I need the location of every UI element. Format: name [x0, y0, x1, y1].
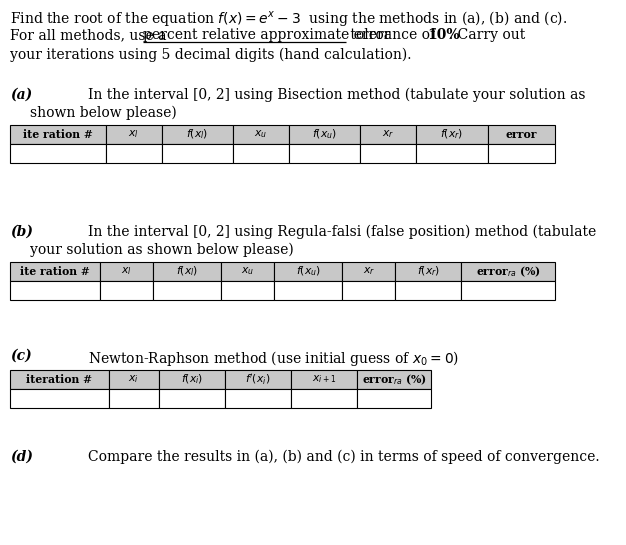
- Bar: [225, 370, 291, 389]
- Bar: [461, 281, 555, 300]
- Text: $f(x_u)$: $f(x_u)$: [295, 265, 321, 278]
- Bar: [221, 262, 274, 281]
- Text: $f(x_r)$: $f(x_r)$: [440, 128, 463, 141]
- Text: $x_r$: $x_r$: [362, 265, 375, 277]
- Text: $f(x_l)$: $f(x_l)$: [176, 265, 198, 278]
- Bar: [221, 281, 274, 300]
- Text: iteration #: iteration #: [26, 374, 93, 385]
- Bar: [109, 370, 158, 389]
- Bar: [100, 262, 153, 281]
- Bar: [488, 125, 555, 144]
- Bar: [289, 144, 361, 163]
- Bar: [461, 262, 555, 281]
- Text: Compare the results in (a), (b) and (c) in terms of speed of convergence.: Compare the results in (a), (b) and (c) …: [88, 450, 600, 464]
- Text: shown below please): shown below please): [30, 106, 177, 120]
- Text: $f(x_u)$: $f(x_u)$: [312, 128, 337, 141]
- Bar: [158, 370, 225, 389]
- Bar: [162, 125, 233, 144]
- Bar: [106, 125, 162, 144]
- Text: your solution as shown below please): your solution as shown below please): [30, 243, 294, 257]
- Bar: [10, 125, 106, 144]
- Bar: [488, 144, 555, 163]
- Bar: [162, 144, 233, 163]
- Bar: [153, 281, 221, 300]
- Text: your iterations using 5 decimal digits (hand calculation).: your iterations using 5 decimal digits (…: [10, 48, 411, 62]
- Bar: [291, 370, 357, 389]
- Bar: [10, 262, 100, 281]
- Text: ite ration #: ite ration #: [23, 129, 93, 140]
- Bar: [274, 262, 342, 281]
- Bar: [396, 262, 461, 281]
- Text: $x_u$: $x_u$: [254, 129, 267, 141]
- Bar: [289, 125, 361, 144]
- Text: ite ration #: ite ration #: [20, 266, 90, 277]
- Text: $x_l$: $x_l$: [121, 265, 131, 277]
- Bar: [361, 144, 416, 163]
- Bar: [10, 144, 106, 163]
- Text: $f'(x_i)$: $f'(x_i)$: [245, 372, 270, 387]
- Text: $f(x_r)$: $f(x_r)$: [416, 265, 439, 278]
- Text: For all methods, use a: For all methods, use a: [10, 28, 171, 42]
- Bar: [396, 281, 461, 300]
- Text: $f(x_i)$: $f(x_i)$: [181, 373, 203, 386]
- Text: (a): (a): [10, 88, 33, 102]
- Bar: [274, 281, 342, 300]
- Text: In the interval [0, 2] using Bisection method (tabulate your solution as: In the interval [0, 2] using Bisection m…: [88, 88, 585, 102]
- Bar: [357, 370, 431, 389]
- Bar: [158, 389, 225, 408]
- Text: $x_{i+1}$: $x_{i+1}$: [312, 374, 336, 385]
- Text: In the interval [0, 2] using Regula-falsi (false position) method (tabulate: In the interval [0, 2] using Regula-fals…: [88, 225, 596, 239]
- Bar: [225, 389, 291, 408]
- Bar: [10, 370, 109, 389]
- Bar: [342, 281, 396, 300]
- Bar: [342, 262, 396, 281]
- Bar: [233, 144, 289, 163]
- Bar: [357, 389, 431, 408]
- Text: (d): (d): [10, 450, 33, 464]
- Text: tolerance of: tolerance of: [346, 28, 439, 42]
- Bar: [361, 125, 416, 144]
- Bar: [291, 389, 357, 408]
- Text: $x_r$: $x_r$: [382, 129, 394, 141]
- Text: error$_{ra}$ (%): error$_{ra}$ (%): [362, 372, 426, 387]
- Text: Newton-Raphson method (use initial guess of $x_0 = 0$): Newton-Raphson method (use initial guess…: [88, 349, 459, 368]
- Text: percent relative approximate error: percent relative approximate error: [143, 28, 391, 42]
- Text: . Carry out: . Carry out: [449, 28, 525, 42]
- Text: error: error: [506, 129, 537, 140]
- Bar: [233, 125, 289, 144]
- Text: $f(x_l)$: $f(x_l)$: [186, 128, 208, 141]
- Text: (b): (b): [10, 225, 33, 239]
- Text: Find the root of the equation $f(x) = e^x - 3$  using the methods in (a), (b) an: Find the root of the equation $f(x) = e^…: [10, 9, 567, 28]
- Text: error$_{ra}$ (%): error$_{ra}$ (%): [476, 264, 541, 279]
- Bar: [416, 144, 488, 163]
- Bar: [416, 125, 488, 144]
- Bar: [109, 389, 158, 408]
- Bar: [100, 281, 153, 300]
- Text: 10%: 10%: [427, 28, 459, 42]
- Text: $x_i$: $x_i$: [128, 374, 139, 385]
- Bar: [106, 144, 162, 163]
- Text: (c): (c): [10, 349, 32, 363]
- Bar: [153, 262, 221, 281]
- Text: $x_l$: $x_l$: [128, 129, 139, 141]
- Text: $x_u$: $x_u$: [241, 265, 254, 277]
- Bar: [10, 389, 109, 408]
- Bar: [10, 281, 100, 300]
